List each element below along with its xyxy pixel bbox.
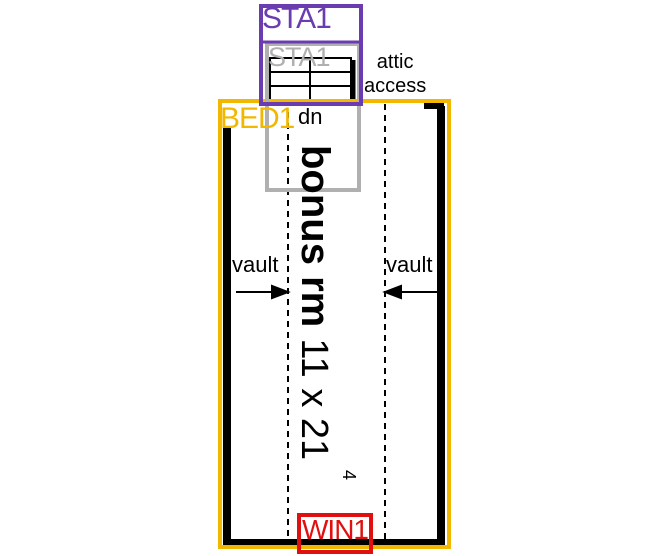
attic-line-2: access xyxy=(364,75,427,97)
attic-access-label: attic access xyxy=(364,50,426,98)
stair-direction-label: dn xyxy=(298,104,323,129)
bedroom-label: BED1 xyxy=(220,102,295,135)
vault-arrows xyxy=(236,284,438,300)
vault-label-right: vault xyxy=(386,252,433,277)
room-name: bonus rm xyxy=(293,145,337,328)
stair-label-outer: STA1 xyxy=(262,2,332,35)
vault-label-left: vault xyxy=(232,252,279,277)
vault-arrow-left-head xyxy=(271,284,291,300)
vault-lines xyxy=(287,104,386,540)
window-box xyxy=(297,513,373,554)
bedroom-box xyxy=(218,99,451,549)
stair-label-inner: STA1 xyxy=(268,42,331,72)
vault-arrow-right-head xyxy=(382,284,402,300)
walls xyxy=(223,60,445,547)
room-name-label: bonus rm 11 x 21 xyxy=(293,145,337,461)
attic-line-1: attic xyxy=(376,51,414,73)
room-dimensions-superscript: 4 xyxy=(339,470,359,481)
room-dimensions: 11 x 21 xyxy=(293,338,335,461)
stair-inner-box xyxy=(265,42,361,192)
stair-outer-box xyxy=(259,4,363,106)
window-label: WIN1 xyxy=(302,514,369,545)
